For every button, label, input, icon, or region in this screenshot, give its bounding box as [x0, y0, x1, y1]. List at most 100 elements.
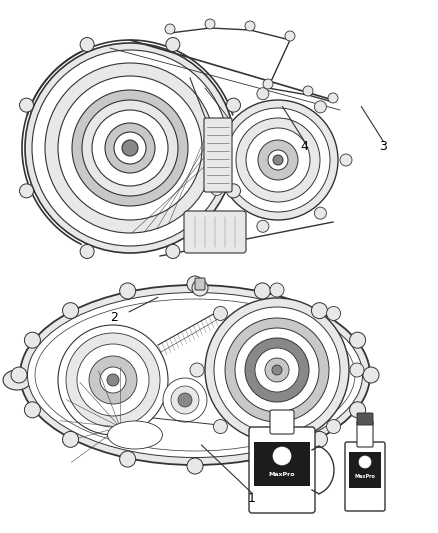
- Circle shape: [263, 79, 273, 89]
- Circle shape: [314, 207, 326, 219]
- Circle shape: [187, 276, 203, 292]
- Bar: [349, 452, 381, 488]
- Circle shape: [214, 307, 340, 433]
- Circle shape: [327, 306, 341, 320]
- Circle shape: [350, 363, 364, 377]
- Circle shape: [107, 374, 119, 386]
- Circle shape: [328, 93, 338, 103]
- Circle shape: [226, 184, 240, 198]
- Circle shape: [45, 63, 215, 233]
- Circle shape: [350, 332, 366, 348]
- Circle shape: [272, 365, 282, 375]
- Circle shape: [25, 43, 235, 253]
- Circle shape: [236, 118, 320, 202]
- Circle shape: [192, 280, 208, 296]
- Circle shape: [63, 431, 78, 447]
- Circle shape: [80, 245, 94, 259]
- Circle shape: [190, 363, 204, 377]
- Circle shape: [20, 98, 34, 112]
- Circle shape: [273, 447, 291, 465]
- Ellipse shape: [107, 421, 162, 449]
- FancyBboxPatch shape: [204, 118, 232, 192]
- Circle shape: [72, 90, 188, 206]
- Circle shape: [268, 150, 288, 170]
- Circle shape: [363, 367, 379, 383]
- Ellipse shape: [28, 293, 363, 457]
- Circle shape: [235, 328, 319, 412]
- Circle shape: [25, 332, 40, 348]
- Circle shape: [178, 393, 192, 407]
- Circle shape: [166, 245, 180, 259]
- Circle shape: [273, 155, 283, 165]
- Circle shape: [245, 338, 309, 402]
- Text: MaxPro: MaxPro: [269, 472, 295, 478]
- Text: 1: 1: [248, 492, 256, 505]
- Circle shape: [66, 333, 160, 427]
- Circle shape: [122, 140, 138, 156]
- Circle shape: [246, 128, 310, 192]
- Circle shape: [257, 88, 269, 100]
- Circle shape: [114, 132, 146, 164]
- Circle shape: [63, 303, 78, 319]
- Circle shape: [254, 283, 270, 299]
- FancyBboxPatch shape: [270, 410, 294, 434]
- Circle shape: [218, 100, 338, 220]
- FancyBboxPatch shape: [357, 421, 373, 447]
- Bar: [254, 442, 310, 486]
- Text: 2: 2: [110, 311, 118, 324]
- Circle shape: [303, 86, 313, 96]
- Text: 4: 4: [300, 140, 308, 153]
- Circle shape: [350, 402, 366, 418]
- Circle shape: [120, 451, 136, 467]
- Circle shape: [258, 140, 298, 180]
- Circle shape: [100, 367, 126, 393]
- Circle shape: [226, 108, 330, 212]
- Circle shape: [211, 183, 223, 196]
- Circle shape: [165, 24, 175, 34]
- Circle shape: [25, 402, 40, 418]
- Text: MaxPro: MaxPro: [355, 473, 375, 479]
- Circle shape: [254, 451, 270, 467]
- Circle shape: [314, 101, 326, 113]
- Circle shape: [187, 458, 203, 474]
- Circle shape: [213, 419, 227, 433]
- Circle shape: [77, 344, 149, 416]
- Circle shape: [166, 37, 180, 52]
- Circle shape: [32, 50, 228, 246]
- FancyBboxPatch shape: [184, 211, 246, 253]
- Circle shape: [11, 367, 27, 383]
- Circle shape: [205, 298, 349, 442]
- Circle shape: [105, 123, 155, 173]
- Circle shape: [58, 76, 202, 220]
- Circle shape: [226, 98, 240, 112]
- FancyBboxPatch shape: [249, 427, 315, 513]
- FancyBboxPatch shape: [357, 413, 373, 425]
- Circle shape: [20, 184, 34, 198]
- Circle shape: [80, 37, 94, 52]
- Circle shape: [255, 348, 299, 392]
- Circle shape: [340, 154, 352, 166]
- Circle shape: [205, 19, 215, 29]
- FancyBboxPatch shape: [195, 278, 205, 290]
- Circle shape: [270, 443, 284, 457]
- Circle shape: [245, 21, 255, 31]
- Circle shape: [265, 358, 289, 382]
- Circle shape: [171, 386, 199, 414]
- Circle shape: [82, 100, 178, 196]
- FancyBboxPatch shape: [345, 442, 385, 511]
- Ellipse shape: [3, 370, 31, 390]
- Circle shape: [327, 419, 341, 433]
- Circle shape: [225, 318, 329, 422]
- Circle shape: [89, 356, 137, 404]
- Text: 3: 3: [379, 140, 387, 153]
- Circle shape: [120, 283, 136, 299]
- Circle shape: [311, 303, 328, 319]
- Circle shape: [211, 125, 223, 136]
- Circle shape: [58, 325, 168, 435]
- Circle shape: [163, 378, 207, 422]
- Circle shape: [270, 283, 284, 297]
- Circle shape: [311, 431, 328, 447]
- Circle shape: [257, 220, 269, 232]
- Circle shape: [285, 31, 295, 41]
- Circle shape: [92, 110, 168, 186]
